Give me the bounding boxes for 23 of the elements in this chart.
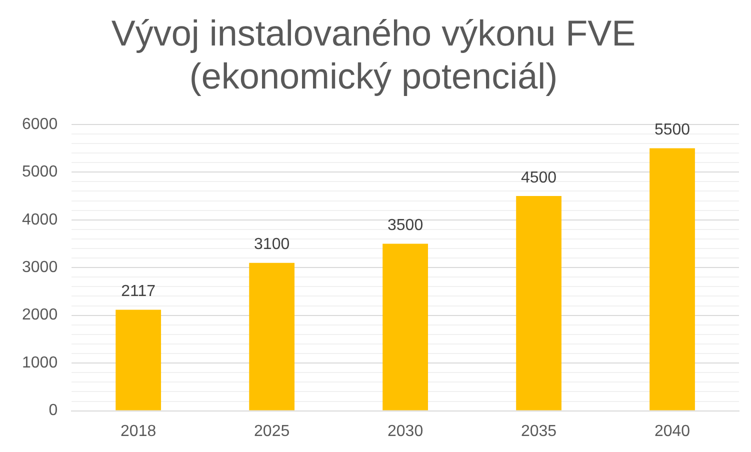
- y-tick-label: 3000: [22, 259, 58, 276]
- chart-title: Vývoj instalovaného výkonu FVE (ekonomický potenciál): [111, 12, 636, 97]
- y-tick-label: 1000: [22, 354, 58, 372]
- x-tick-label: 2030: [388, 422, 424, 440]
- x-tick-label: 2035: [520, 422, 557, 440]
- x-tick-label: 2025: [254, 422, 290, 440]
- y-tick-label: 4000: [22, 211, 58, 228]
- data-label: 4500: [520, 169, 557, 186]
- bar: [382, 244, 428, 410]
- y-tick-label: 6000: [22, 116, 58, 133]
- y-tick-label: 2000: [22, 306, 58, 324]
- y-tick-label: 5000: [22, 164, 58, 181]
- bar: [650, 148, 695, 410]
- bar: [116, 310, 162, 410]
- x-tick-label: 2018: [120, 422, 156, 440]
- bar: [249, 262, 295, 410]
- data-label: 2117: [121, 283, 156, 300]
- data-label: 5500: [654, 122, 690, 139]
- bar: [516, 196, 562, 410]
- data-label: 3100: [254, 236, 290, 254]
- data-label: 3500: [388, 217, 424, 234]
- x-tick-label: 2040: [654, 422, 690, 440]
- y-tick-label: 0: [48, 402, 58, 420]
